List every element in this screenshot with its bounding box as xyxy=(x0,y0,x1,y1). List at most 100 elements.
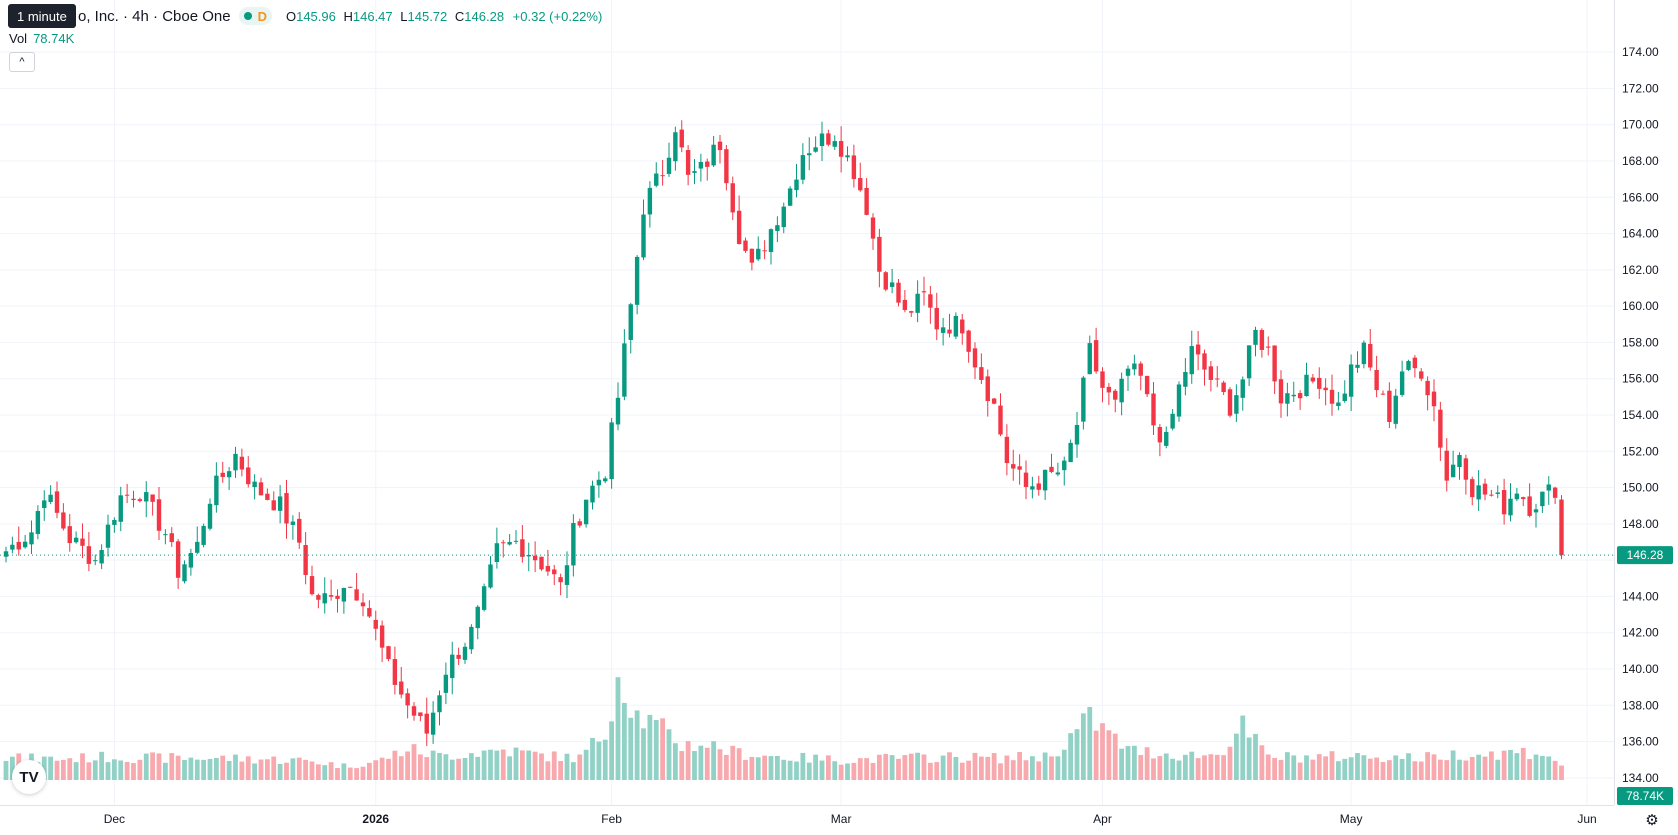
volume-bar xyxy=(258,759,264,780)
interval-tooltip: 1 minute xyxy=(8,4,76,28)
tradingview-logo-icon[interactable]: TV xyxy=(12,760,46,794)
candle-body xyxy=(1514,493,1520,500)
volume-bar xyxy=(1437,759,1443,780)
volume-bar xyxy=(1259,745,1265,780)
volume-bar xyxy=(883,753,889,780)
candle-body xyxy=(386,646,391,660)
volume-bar xyxy=(609,721,615,780)
candle-body xyxy=(3,551,9,557)
candle-body xyxy=(583,499,589,525)
time-axis[interactable]: Dec 2026 Feb Mar Apr May Jun xyxy=(0,805,1614,827)
candle-body xyxy=(1074,424,1080,445)
market-status[interactable]: D xyxy=(238,7,272,25)
candle-body xyxy=(1546,484,1551,491)
volume-bar xyxy=(1425,752,1431,780)
volume-bar xyxy=(723,754,729,780)
volume-bar xyxy=(1418,761,1424,780)
candle-body xyxy=(826,133,831,145)
candle-body xyxy=(1138,363,1143,376)
candle-body xyxy=(800,155,806,180)
candle-body xyxy=(1457,454,1462,467)
volume-bar xyxy=(1533,754,1539,780)
volume-bar xyxy=(551,751,557,780)
volume-bar xyxy=(717,749,723,780)
candle-body xyxy=(1348,364,1354,397)
candle-body xyxy=(1246,345,1252,379)
candle-body xyxy=(233,453,238,471)
candle-body xyxy=(513,540,519,542)
time-tick-label: Apr xyxy=(1093,812,1112,826)
candle-body xyxy=(520,539,525,557)
volume-bar xyxy=(1355,753,1360,780)
candle-body xyxy=(1540,491,1545,507)
volume-bar xyxy=(832,761,838,780)
volume-bar xyxy=(315,764,321,780)
volume-bar xyxy=(494,750,500,780)
volume-bar xyxy=(1495,759,1501,780)
volume-bar xyxy=(953,757,959,780)
candle-body xyxy=(603,478,608,482)
candle-body xyxy=(1482,483,1488,495)
time-tick-label: Feb xyxy=(601,812,622,826)
candle-body xyxy=(297,518,302,543)
volume-bar xyxy=(437,752,442,780)
time-tick-label: Jun xyxy=(1577,812,1596,826)
candle-body xyxy=(787,188,793,206)
volume-bar xyxy=(1501,750,1507,780)
candle-body xyxy=(67,526,72,544)
price-tick-label: 138.00 xyxy=(1622,698,1659,712)
candle-body xyxy=(475,606,480,629)
candle-body xyxy=(1387,390,1392,423)
volume-bar xyxy=(1342,758,1348,780)
candle-body xyxy=(596,479,602,486)
price-axis[interactable]: 134.00136.00138.00140.00142.00144.00146.… xyxy=(1614,0,1660,805)
volume-bar xyxy=(1297,762,1303,780)
candle-body xyxy=(462,646,468,660)
candle-body xyxy=(1093,340,1099,372)
volume-bar xyxy=(762,755,768,780)
volume-bar xyxy=(889,755,895,780)
volume-bar xyxy=(322,765,328,780)
volume-bar xyxy=(513,747,519,780)
volume-bar xyxy=(902,755,908,780)
candle-body xyxy=(577,521,582,526)
candle-body xyxy=(156,499,162,531)
candle-body xyxy=(571,522,576,566)
candle-body xyxy=(501,542,506,544)
candle-body xyxy=(928,294,933,308)
volume-bar xyxy=(634,710,640,780)
candle-body xyxy=(303,545,308,575)
symbol-title[interactable]: o, Inc. · 4h · Cboe One xyxy=(78,7,231,25)
last-price-label: 146.28 xyxy=(1627,548,1664,562)
volume-bar xyxy=(730,745,736,780)
candle-body xyxy=(1042,469,1048,491)
candle-body xyxy=(1425,380,1430,396)
candle-body xyxy=(558,577,563,583)
candle-body xyxy=(405,693,410,706)
volume-bar xyxy=(1463,760,1469,780)
volume-bar xyxy=(1488,751,1494,780)
volume-bar xyxy=(169,753,175,780)
volume-bar xyxy=(1061,749,1067,780)
volume-bar xyxy=(1482,756,1488,780)
volume-bar xyxy=(137,759,143,780)
volume-bar xyxy=(156,753,162,780)
candle-body xyxy=(1266,346,1271,348)
candle-body xyxy=(131,498,136,501)
candle-body xyxy=(545,565,551,572)
candle-body xyxy=(609,422,614,480)
candle-body xyxy=(163,534,168,536)
candle-body xyxy=(1438,409,1443,448)
candle-body xyxy=(335,595,340,599)
gear-icon[interactable]: ⚙ xyxy=(1645,812,1659,829)
volume-bar xyxy=(86,762,92,780)
candle-body xyxy=(1419,371,1424,379)
volume-bar xyxy=(896,758,901,780)
volume-bar xyxy=(1367,758,1373,780)
collapse-legend-button[interactable]: ^ xyxy=(9,52,35,72)
volume-bar xyxy=(921,754,927,780)
volume-bar xyxy=(131,763,136,780)
volume-bar xyxy=(392,750,398,780)
candle-body xyxy=(182,564,187,582)
